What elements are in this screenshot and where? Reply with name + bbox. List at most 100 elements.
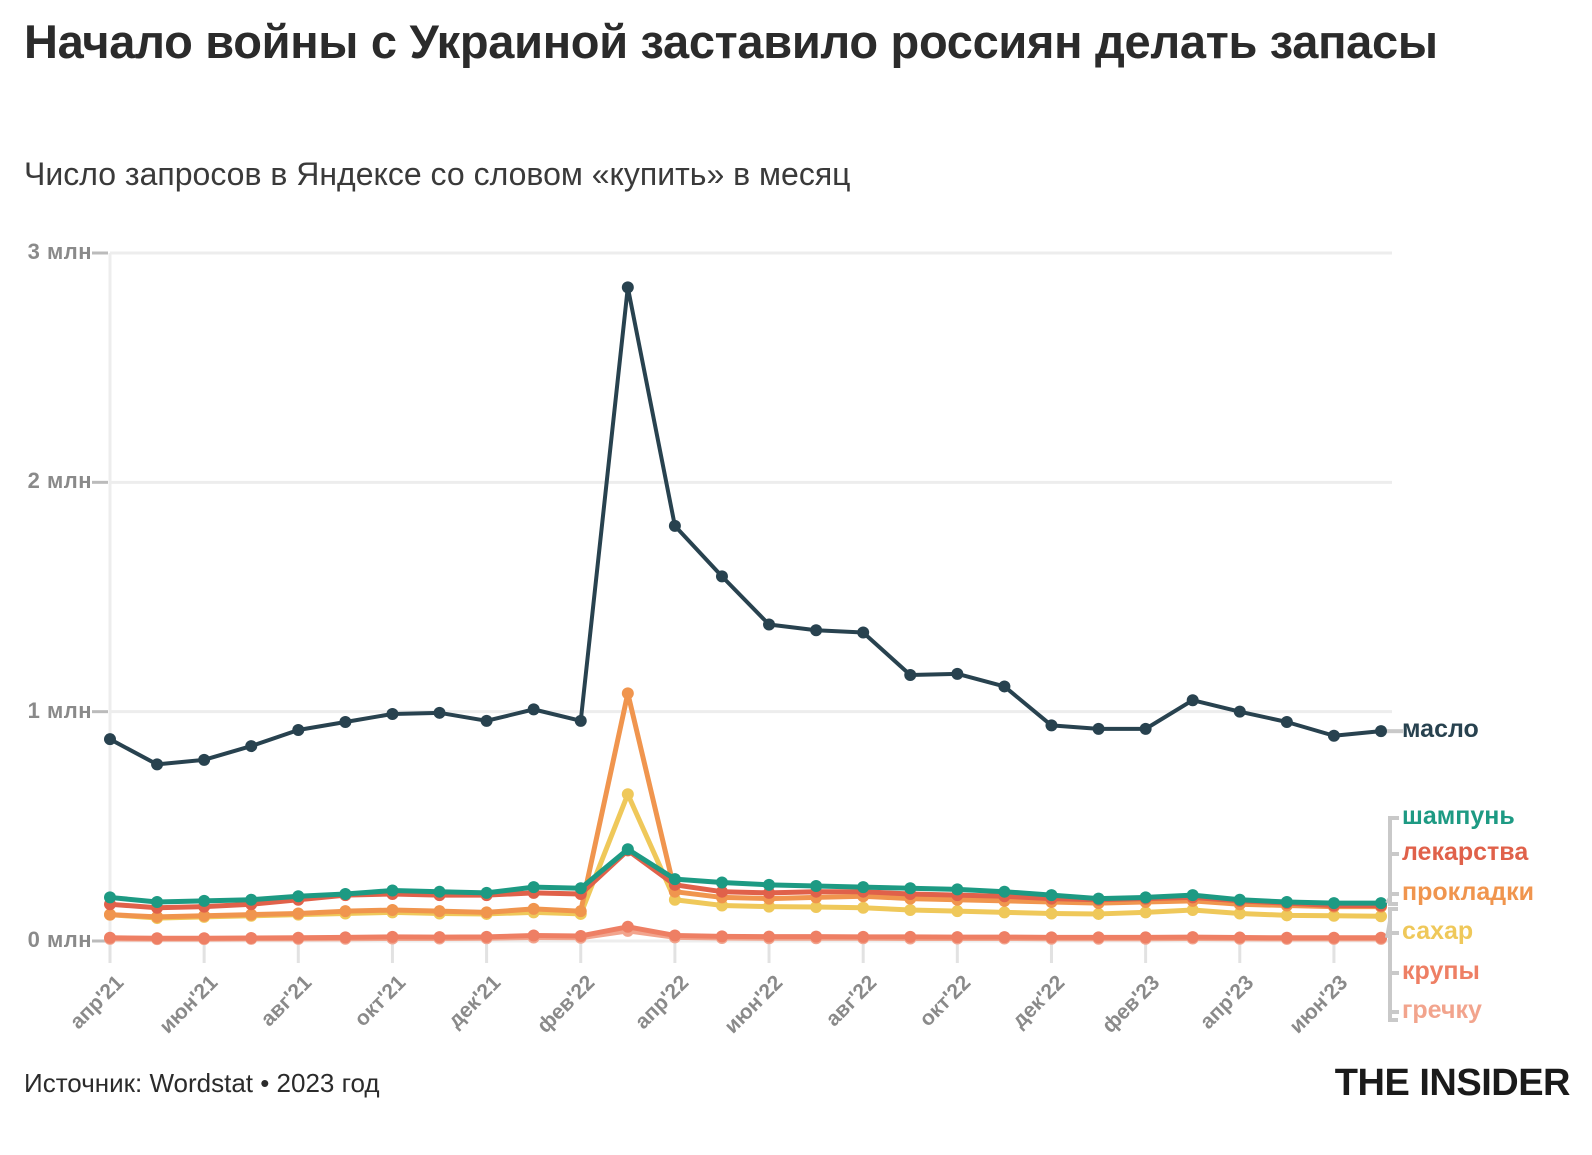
data-point bbox=[339, 887, 352, 900]
data-point bbox=[480, 906, 493, 919]
data-point bbox=[1327, 931, 1340, 944]
data-point bbox=[1327, 909, 1340, 922]
data-point bbox=[1139, 722, 1152, 735]
data-point bbox=[386, 930, 399, 943]
legend-label-4[interactable]: сахар bbox=[1402, 917, 1474, 945]
y-axis-tick-label: 2 млн bbox=[27, 468, 92, 494]
data-point bbox=[433, 885, 446, 898]
data-point bbox=[104, 908, 116, 921]
data-point bbox=[1186, 931, 1199, 944]
data-point bbox=[1186, 904, 1199, 917]
data-point bbox=[998, 906, 1011, 919]
series-line-прокладки bbox=[107, 690, 1384, 920]
data-point bbox=[951, 905, 964, 918]
data-point bbox=[245, 932, 258, 945]
legend-label-0[interactable]: масло bbox=[1402, 715, 1479, 744]
data-point bbox=[1280, 931, 1293, 944]
data-point bbox=[480, 886, 493, 899]
y-axis-tick-label: 3 млн bbox=[27, 239, 92, 264]
data-point bbox=[715, 885, 728, 898]
data-point bbox=[668, 929, 681, 942]
data-point bbox=[1233, 931, 1246, 944]
legend-label-3[interactable]: прокладки bbox=[1402, 878, 1534, 906]
data-point bbox=[151, 910, 164, 923]
series-line-масло bbox=[108, 285, 1383, 767]
data-point bbox=[810, 930, 823, 943]
data-point bbox=[1186, 889, 1199, 902]
legend-label-6[interactable]: гречку bbox=[1402, 996, 1482, 1024]
page-subtitle: Число запросов в Яндексе со словом «купи… bbox=[24, 156, 851, 192]
legend-label-5[interactable]: крупы bbox=[1402, 957, 1480, 985]
data-point bbox=[857, 626, 870, 639]
data-point bbox=[951, 667, 964, 680]
data-point bbox=[339, 931, 352, 944]
series-line-шампунь bbox=[107, 846, 1384, 906]
data-point bbox=[1092, 931, 1105, 944]
data-point bbox=[198, 909, 211, 922]
data-point bbox=[104, 891, 116, 904]
y-axis-tick-label: 1 млн bbox=[27, 697, 92, 723]
data-point bbox=[198, 894, 211, 907]
data-point bbox=[951, 931, 964, 944]
data-point bbox=[763, 618, 776, 631]
data-point bbox=[527, 929, 540, 942]
data-point bbox=[857, 930, 870, 943]
data-point bbox=[1139, 931, 1152, 944]
data-point bbox=[1327, 897, 1340, 910]
data-point bbox=[1139, 891, 1152, 904]
data-point bbox=[1092, 892, 1105, 905]
data-point bbox=[1045, 719, 1058, 732]
data-point bbox=[857, 901, 870, 914]
data-point bbox=[1186, 694, 1199, 707]
data-point bbox=[104, 733, 116, 746]
source-note: Источник: Wordstat • 2023 год bbox=[24, 1068, 380, 1098]
data-point bbox=[245, 893, 258, 906]
brand-logo: THE INSIDER bbox=[1334, 1062, 1571, 1104]
data-point bbox=[292, 724, 305, 737]
data-point bbox=[1045, 889, 1058, 902]
data-point bbox=[621, 843, 634, 856]
data-point bbox=[527, 881, 540, 894]
data-point bbox=[198, 932, 211, 945]
data-point bbox=[1233, 893, 1246, 906]
data-point bbox=[198, 753, 211, 766]
data-point bbox=[292, 890, 305, 903]
series-line-крупы bbox=[107, 924, 1384, 941]
data-point bbox=[1375, 931, 1387, 944]
data-point bbox=[433, 931, 446, 944]
data-point bbox=[857, 881, 870, 894]
data-point bbox=[433, 706, 446, 719]
data-point bbox=[810, 879, 823, 892]
data-point bbox=[810, 624, 823, 637]
data-point bbox=[1233, 705, 1246, 718]
data-point bbox=[621, 281, 634, 294]
data-point bbox=[763, 930, 776, 943]
data-point bbox=[574, 714, 587, 727]
data-point bbox=[527, 902, 540, 915]
data-point bbox=[574, 882, 587, 895]
data-point bbox=[1139, 906, 1152, 919]
data-point bbox=[668, 519, 681, 532]
data-point bbox=[621, 920, 634, 933]
data-point bbox=[339, 715, 352, 728]
data-point bbox=[386, 707, 399, 720]
data-point bbox=[245, 908, 258, 921]
legend-label-2[interactable]: лекарства bbox=[1402, 838, 1529, 866]
legend-label-1[interactable]: шампунь bbox=[1402, 802, 1515, 830]
data-point bbox=[1233, 907, 1246, 920]
page-title: Начало войны с Украиной заставило россия… bbox=[24, 15, 1438, 68]
data-point bbox=[574, 929, 587, 942]
data-point bbox=[433, 905, 446, 918]
data-point bbox=[1327, 729, 1340, 742]
data-point bbox=[1375, 897, 1387, 910]
data-point bbox=[763, 878, 776, 891]
legend-connector-lower bbox=[1385, 920, 1392, 939]
data-point bbox=[715, 876, 728, 889]
data-point bbox=[1092, 907, 1105, 920]
legend-connector-upper bbox=[1385, 896, 1392, 905]
data-point bbox=[527, 703, 540, 716]
data-point bbox=[292, 931, 305, 944]
data-point bbox=[621, 788, 634, 801]
data-point bbox=[104, 931, 116, 944]
